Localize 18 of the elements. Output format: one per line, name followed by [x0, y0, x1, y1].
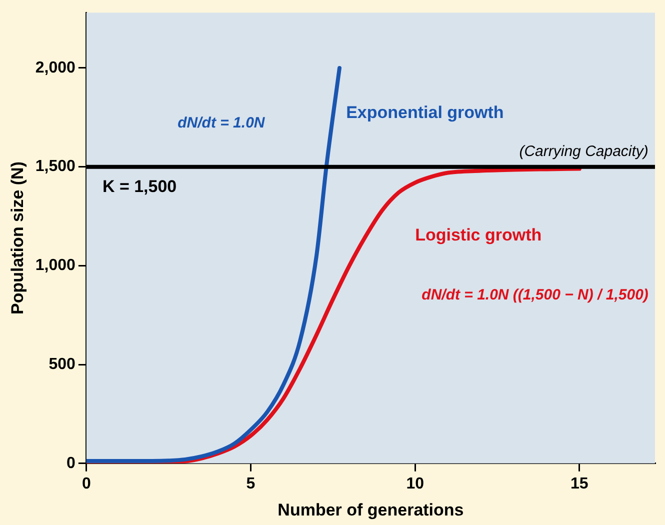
- y-tick-label: 2,000: [35, 59, 76, 76]
- text: Logistic growth: [415, 226, 542, 245]
- y-tick-label: 0: [66, 454, 76, 472]
- y-tick-label: 1,500: [35, 158, 76, 176]
- annotation: dN/dt = 1.0N: [178, 114, 266, 132]
- x-tick-label: 0: [82, 475, 91, 492]
- y-axis-title: Population size (N): [8, 162, 27, 314]
- y-tick-label: 500: [48, 356, 76, 373]
- y-tick-label: 1,000: [35, 257, 76, 274]
- line-series: [86, 66, 342, 464]
- x-tick-label: 5: [246, 475, 256, 492]
- annotation: dN/dt = 1.0N ((1,500 − N) / 1,500): [422, 286, 648, 304]
- series-label: Exponential growth: [346, 103, 504, 122]
- annotation: (Carrying Capacity): [519, 143, 648, 160]
- x-tick-label: 10: [406, 475, 424, 492]
- ref-line-label: K = 1,500: [102, 177, 177, 196]
- x-axis-title: Number of generations: [278, 500, 464, 520]
- x-tick-label: 15: [570, 475, 588, 492]
